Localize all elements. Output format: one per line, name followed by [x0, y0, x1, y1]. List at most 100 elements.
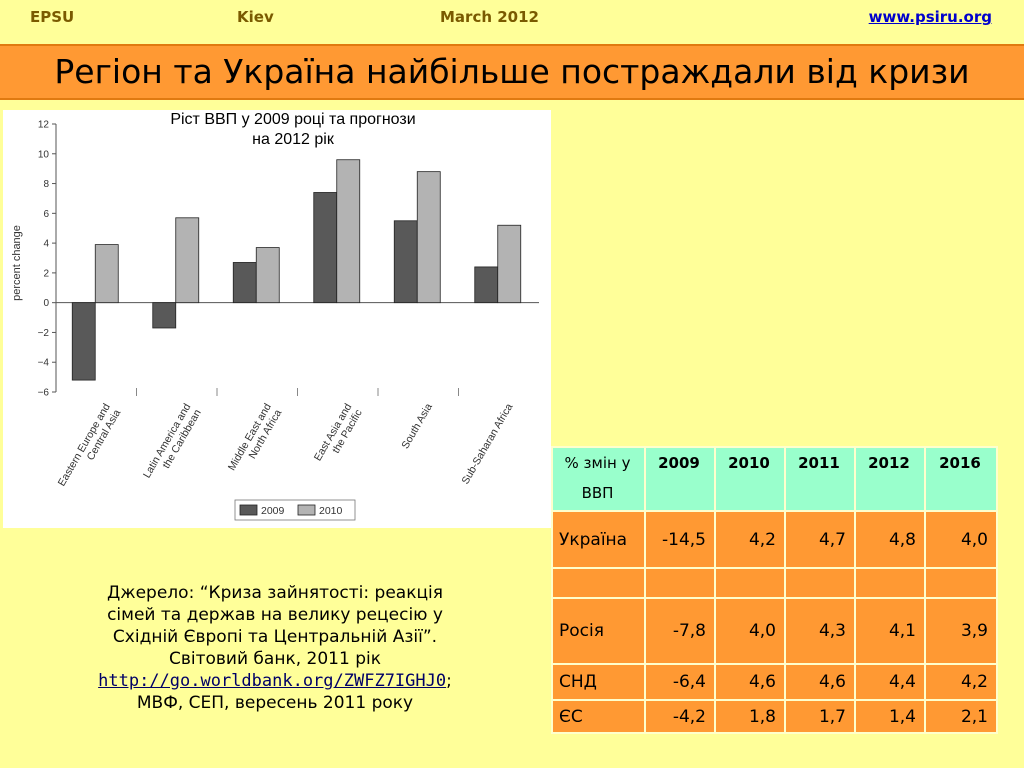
bar-2009	[474, 266, 499, 304]
table-header-year: 2011	[784, 446, 856, 512]
table-cell-country: Україна	[551, 510, 646, 569]
source-note: Джерело: “Криза зайнятості: реакція сіме…	[40, 582, 510, 714]
source-link[interactable]: http://go.worldbank.org/ZWFZ7IGHJ0	[98, 671, 447, 691]
table-cell: 1,4	[854, 699, 926, 734]
bar-2010	[175, 217, 200, 304]
table-cell	[714, 567, 786, 599]
table-cell: 4,6	[714, 663, 786, 701]
x-tick-label: Latin America andthe Caribbean	[141, 401, 204, 486]
table-cell: 2,1	[924, 699, 998, 734]
bar-2010	[336, 159, 361, 304]
table-header-row: % змін у ВВП 2009 2010 2011 2012 2016	[551, 446, 998, 512]
table-header-year: 2012	[854, 446, 926, 512]
y-tick-label: 0	[43, 298, 49, 309]
legend-box	[234, 499, 356, 521]
table-cell	[644, 567, 716, 599]
table-cell: 4,3	[784, 597, 856, 665]
table-cell: -14,5	[644, 510, 716, 569]
table-cell	[784, 567, 856, 599]
gdp-table: % змін у ВВП 2009 2010 2011 2012 2016 Ук…	[551, 446, 998, 734]
chart-title-line2: на 2012 рік	[252, 131, 334, 148]
table-cell: 4,0	[924, 510, 998, 569]
source-line2: сімей та держав на велику рецесію у	[107, 605, 443, 625]
y-tick-label: 12	[38, 120, 50, 131]
source-link-suffix: ;	[446, 671, 452, 691]
source-line3: Східній Європі та Центральній Азії”.	[112, 627, 438, 647]
table-cell-country: СНД	[551, 663, 646, 701]
title-bar: Регіон та Україна найбільше постраждали …	[0, 44, 1024, 100]
bar-2009	[232, 262, 257, 304]
gdp-bar-chart: −6 −4 −2 0 2 4 6 8 10 12 percent change Eastern Eur…	[11, 120, 539, 521]
table-header-year: 2009	[644, 446, 716, 512]
legend-swatch-2010	[297, 504, 316, 516]
table-cell: 4,2	[714, 510, 786, 569]
legend-label-2010: 2010	[319, 505, 343, 517]
source-line4: Світовий банк, 2011 рік	[169, 649, 381, 669]
source-line1: Джерело: “Криза зайнятості: реакція	[107, 583, 443, 603]
table-row: Україна -14,5 4,2 4,7 4,8 4,0	[551, 510, 998, 569]
y-tick-label: −4	[38, 358, 50, 369]
y-tick-label: −2	[38, 328, 50, 339]
header-org: EPSU	[30, 8, 75, 26]
legend-swatch-2009	[239, 504, 258, 516]
slide-title: Регіон та Україна найбільше постраждали …	[54, 52, 970, 91]
table-cell: 4,4	[854, 663, 926, 701]
table-row: Росія -7,8 4,0 4,3 4,1 3,9	[551, 597, 998, 665]
table-header-year: 2016	[924, 446, 998, 512]
x-tick-label: Middle East andNorth Africa	[226, 401, 285, 478]
table-cell: 4,0	[714, 597, 786, 665]
header-date: March 2012	[440, 8, 539, 26]
legend-label-2009: 2009	[261, 505, 285, 517]
header-url-link[interactable]: www.psiru.org	[868, 8, 992, 26]
y-tick-label: 4	[43, 239, 49, 250]
y-tick-label: 10	[38, 149, 50, 160]
table-cell: 4,7	[784, 510, 856, 569]
table-row: СНД -6,4 4,6 4,6 4,4 4,2	[551, 663, 998, 701]
table-cell: 4,1	[854, 597, 926, 665]
table-cell: -7,8	[644, 597, 716, 665]
x-tick-label: Sub-Saharan Africa	[459, 401, 515, 486]
source-link-line: http://go.worldbank.org/ZWFZ7IGHJ0;	[40, 670, 510, 692]
header-city: Kiev	[237, 8, 274, 26]
table-cell: -4,2	[644, 699, 716, 734]
table-header-year: 2010	[714, 446, 786, 512]
x-tick-label: Eastern Europe andCentral Asia	[56, 401, 124, 494]
table-header-label: % змін у ВВП	[551, 446, 646, 512]
bar-2010	[94, 244, 119, 304]
y-tick-label: 2	[43, 268, 49, 279]
bar-2009	[152, 302, 177, 329]
y-tick-label: 6	[43, 209, 49, 220]
chart-panel: −6 −4 −2 0 2 4 6 8 10 12 percent change Eastern Eur…	[3, 110, 551, 528]
x-tick-label: East Asia andthe Pacific	[312, 401, 365, 469]
bar-2010	[497, 224, 522, 304]
x-tick-label: South Asia	[399, 401, 435, 451]
table-cell-country: Росія	[551, 597, 646, 665]
y-axis-label: percent change	[11, 225, 23, 301]
bar-2009	[393, 220, 418, 304]
table-cell	[924, 567, 998, 599]
chart-title-line1: Ріст ВВП у 2009 році та прогнози	[170, 111, 416, 128]
bar-2010	[416, 171, 441, 304]
table-cell	[854, 567, 926, 599]
table-cell: 1,8	[714, 699, 786, 734]
header-bar: EPSU Kiev March 2012 www.psiru.org	[0, 0, 1024, 44]
bar-2009	[71, 302, 96, 381]
table-header-label-line2: ВВП	[581, 484, 614, 502]
source-line6: МВФ, СЕП, вересень 2011 року	[136, 693, 414, 713]
table-cell-country	[551, 567, 646, 599]
y-tick-label: −6	[38, 388, 50, 399]
table-cell: -6,4	[644, 663, 716, 701]
table-row: ЄС -4,2 1,8 1,7 1,4 2,1	[551, 699, 998, 734]
bar-2010	[255, 247, 280, 304]
table-cell: 4,2	[924, 663, 998, 701]
bar-2009	[313, 192, 338, 304]
table-cell: 3,9	[924, 597, 998, 665]
table-cell: 4,8	[854, 510, 926, 569]
y-tick-label: 8	[43, 179, 49, 190]
table-header-label-line1: % змін у	[564, 454, 631, 472]
table-row	[551, 567, 998, 599]
table-cell-country: ЄС	[551, 699, 646, 734]
chart-title: Ріст ВВП у 2009 році та прогнози на 2012…	[123, 110, 463, 150]
table-cell: 4,6	[784, 663, 856, 701]
table-cell: 1,7	[784, 699, 856, 734]
